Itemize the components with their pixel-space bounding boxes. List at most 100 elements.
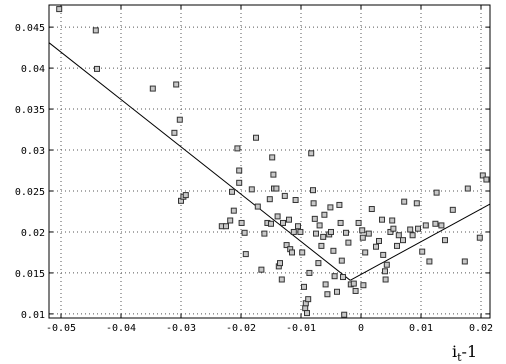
x-axis-ticks: -0.05 -0.04 -0.03 -0.02 -0.01 0 0.01 0.02 [46, 5, 493, 334]
x-axis-label-subscript: t [457, 351, 462, 364]
y-tick-label: 0.02 [21, 228, 45, 239]
data-point [266, 196, 273, 203]
data-point [229, 188, 235, 195]
data-point [254, 203, 261, 210]
data-points [56, 6, 490, 318]
data-point [324, 291, 331, 298]
data-point [270, 171, 277, 178]
data-point [94, 65, 100, 72]
y-tick-label: 0.045 [15, 23, 45, 34]
data-point [337, 219, 344, 226]
x-tick-label: -0.01 [286, 323, 316, 334]
data-point [409, 232, 416, 239]
data-point [277, 260, 283, 267]
data-point [432, 220, 439, 227]
data-point [400, 237, 406, 244]
data-point [321, 211, 328, 218]
data-point [283, 242, 290, 249]
data-point [56, 6, 63, 13]
data-point [289, 249, 295, 256]
data-point [362, 249, 369, 256]
data-point [273, 185, 280, 192]
data-point [340, 274, 346, 281]
data-point [390, 225, 397, 232]
data-point [415, 225, 421, 232]
data-point [269, 154, 276, 161]
data-point [286, 216, 292, 223]
data-point [92, 27, 99, 34]
data-point [261, 230, 268, 237]
data-point [268, 220, 274, 227]
data-point [306, 269, 313, 276]
fit-line [48, 42, 351, 281]
data-point [304, 310, 310, 317]
data-point [368, 206, 375, 213]
data-point [234, 145, 241, 152]
data-point [176, 116, 183, 123]
data-point [305, 296, 312, 303]
data-point [343, 229, 349, 236]
data-point [331, 273, 338, 280]
x-axis-label-suffix: -1 [462, 342, 478, 361]
data-point [438, 222, 445, 229]
data-point [365, 230, 372, 237]
data-point [278, 276, 285, 283]
data-point [461, 258, 468, 265]
data-point [299, 249, 306, 256]
data-point [253, 134, 259, 141]
data-point [320, 233, 327, 240]
data-point [419, 248, 426, 255]
x-tick-label: -0.04 [106, 323, 136, 334]
data-point [292, 197, 299, 204]
y-tick-label: 0.015 [15, 269, 45, 280]
data-point [327, 204, 334, 211]
data-point [182, 192, 189, 199]
data-point [322, 281, 329, 288]
data-point [230, 207, 237, 214]
data-point [383, 261, 390, 268]
data-point [359, 234, 366, 241]
data-point [310, 187, 316, 194]
data-point [476, 234, 483, 241]
grid-lines [49, 5, 490, 318]
data-point [274, 213, 281, 220]
x-axis-label: it-1 [452, 342, 477, 364]
data-point [330, 247, 337, 254]
data-point [295, 223, 301, 230]
data-point [407, 226, 414, 233]
data-point [382, 268, 388, 275]
data-point [442, 237, 448, 244]
data-point [173, 81, 180, 88]
data-point [422, 222, 429, 229]
x-tick-label: -0.05 [46, 323, 76, 334]
data-point [311, 215, 318, 222]
data-point [227, 217, 234, 224]
data-point [318, 242, 325, 249]
data-point [171, 129, 178, 136]
data-point [338, 257, 345, 264]
plot-area [48, 4, 491, 319]
data-point [395, 232, 402, 239]
data-point [242, 251, 249, 258]
data-point [350, 280, 357, 287]
data-point [248, 186, 255, 193]
data-point [355, 219, 362, 226]
data-point [280, 219, 286, 226]
data-point [382, 276, 389, 283]
data-point [328, 228, 334, 235]
data-point [389, 217, 396, 224]
y-axis-ticks: 0.01 0.015 0.02 0.025 0.03 0.035 0.04 0.045 [15, 23, 490, 321]
data-point [352, 287, 359, 294]
data-point [316, 222, 323, 229]
data-point [380, 251, 387, 258]
data-point [301, 283, 307, 290]
data-point [373, 243, 379, 250]
data-point [345, 239, 352, 246]
y-tick-label: 0.03 [21, 146, 45, 157]
x-tick-label: 0.01 [409, 323, 433, 334]
x-axis-label-main: i [452, 342, 457, 361]
data-point [241, 229, 248, 236]
data-point [394, 242, 400, 249]
data-point [236, 179, 243, 186]
